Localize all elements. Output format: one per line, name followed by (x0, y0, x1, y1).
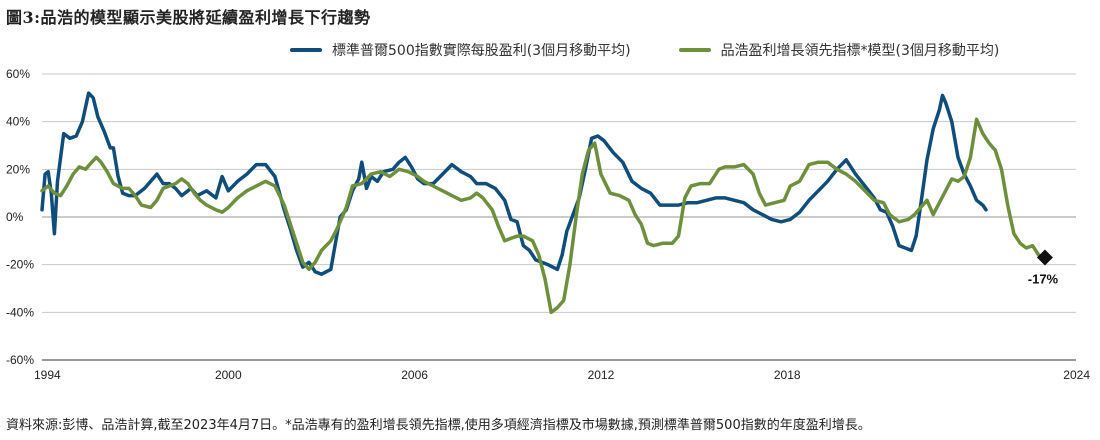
y-tick-label: 0% (6, 210, 24, 224)
legend-item-model: 品浩盈利增長領先指標*模型(3個月移動平均) (678, 40, 1000, 60)
series-line-model (40, 117, 1047, 315)
x-tick-label: 1994 (34, 368, 61, 382)
footnote: 資料來源:彭博、品浩計算,截至2023年4月7日。*品浩專有的盈利增長領先指標,… (6, 418, 871, 433)
y-tick-label: 40% (6, 115, 30, 129)
x-tick-label: 2000 (215, 368, 242, 382)
annotation-label: -17% (1028, 272, 1059, 287)
x-tick-label: 2018 (774, 368, 801, 382)
legend-label-model: 品浩盈利增長領先指標*模型(3個月移動平均) (720, 43, 1000, 59)
y-tick-label: 20% (6, 162, 30, 176)
legend-label-sp500: 標準普爾500指數實際每股盈利(3個月移動平均) (332, 43, 631, 59)
legend: 標準普爾500指數實際每股盈利(3個月移動平均) 品浩盈利增長領先指標*模型(3… (290, 40, 999, 60)
series-line-sp500 (40, 91, 988, 276)
legend-swatch-model (678, 48, 711, 52)
x-tick-label: 2006 (401, 368, 428, 382)
chart-title: 圖3:品浩的模型顯示美股將延續盈利增長下行趨勢 (6, 8, 371, 27)
y-tick-label: -60% (6, 353, 34, 367)
x-tick-label: 2024 (1063, 368, 1090, 382)
legend-item-sp500: 標準普爾500指數實際每股盈利(3個月移動平均) (290, 40, 631, 60)
x-tick-label: 2012 (588, 368, 615, 382)
legend-swatch-sp500 (290, 48, 322, 52)
annotation-diamond-marker (1036, 249, 1053, 266)
y-tick-label: -40% (6, 305, 34, 319)
y-tick-label: 60% (6, 67, 30, 81)
y-tick-label: -20% (6, 258, 34, 272)
